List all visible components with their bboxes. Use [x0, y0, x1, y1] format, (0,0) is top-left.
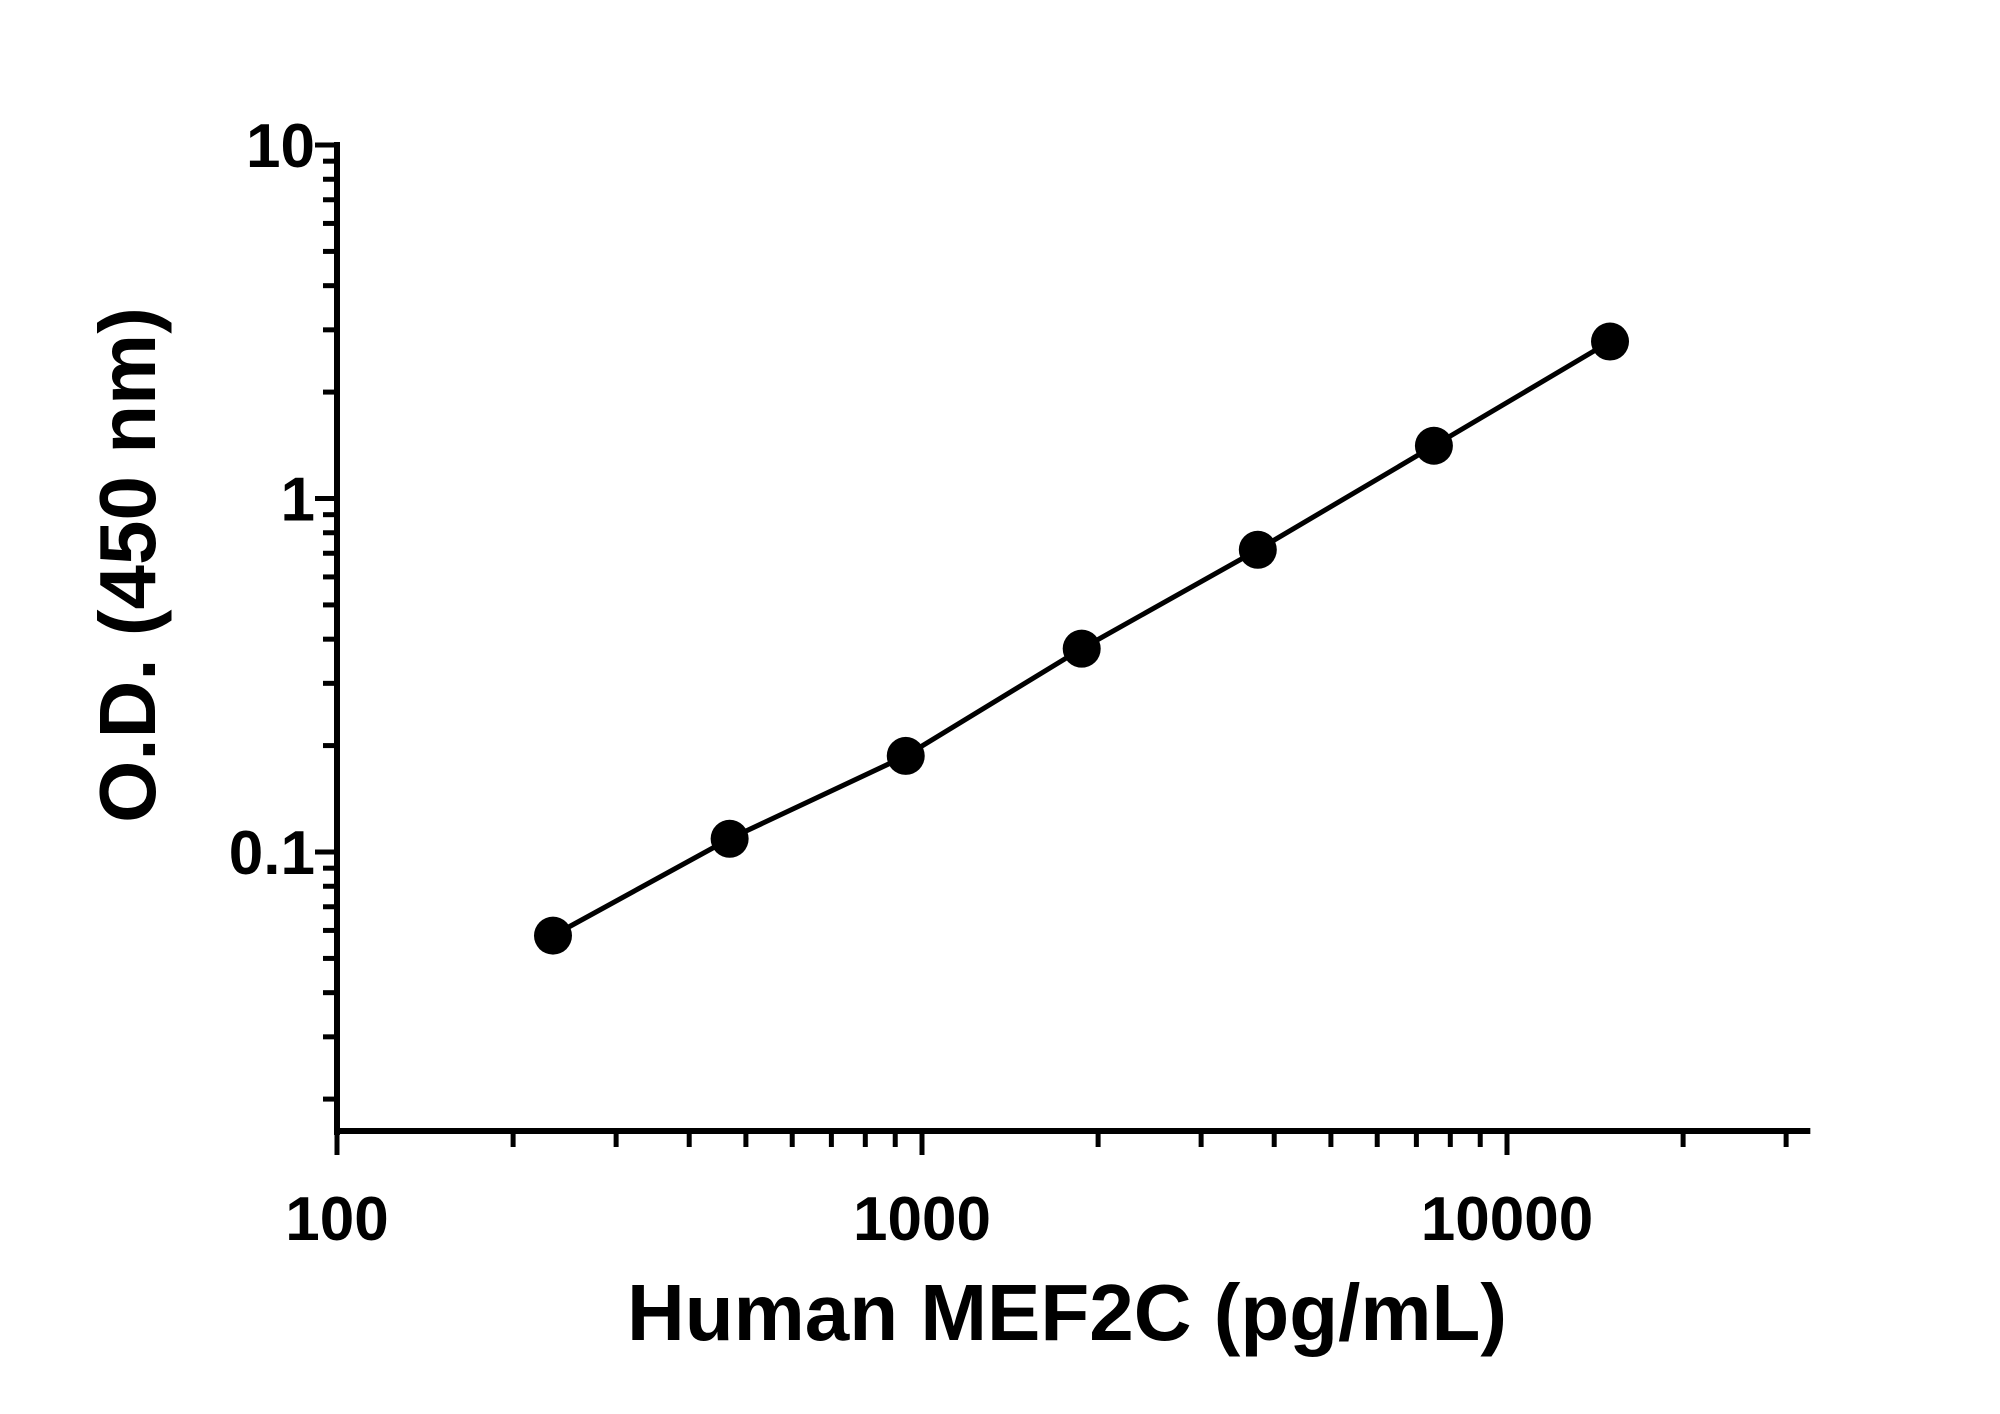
data-point — [710, 819, 749, 858]
x-tick-label: 10000 — [1421, 1185, 1593, 1254]
data-point — [886, 736, 925, 775]
y-axis-label: O.D. (450 nm) — [83, 307, 172, 823]
data-point — [533, 916, 572, 955]
data-point — [1238, 530, 1277, 569]
x-axis-label: Human MEF2C (pg/mL) — [627, 1268, 1507, 1357]
series — [533, 322, 1630, 955]
x-tick-label: 1000 — [853, 1185, 991, 1254]
y-tick-label: 10 — [246, 112, 315, 181]
y-tick-label: 0.1 — [229, 819, 315, 888]
x-tick-label: 100 — [285, 1185, 388, 1254]
ticks: 0.1 1 10 100 1000 10000 — [229, 112, 1789, 1254]
data-point — [1591, 322, 1630, 361]
data-point — [1062, 629, 1101, 668]
data-point — [1414, 426, 1453, 465]
y-tick-label: 1 — [281, 466, 315, 535]
